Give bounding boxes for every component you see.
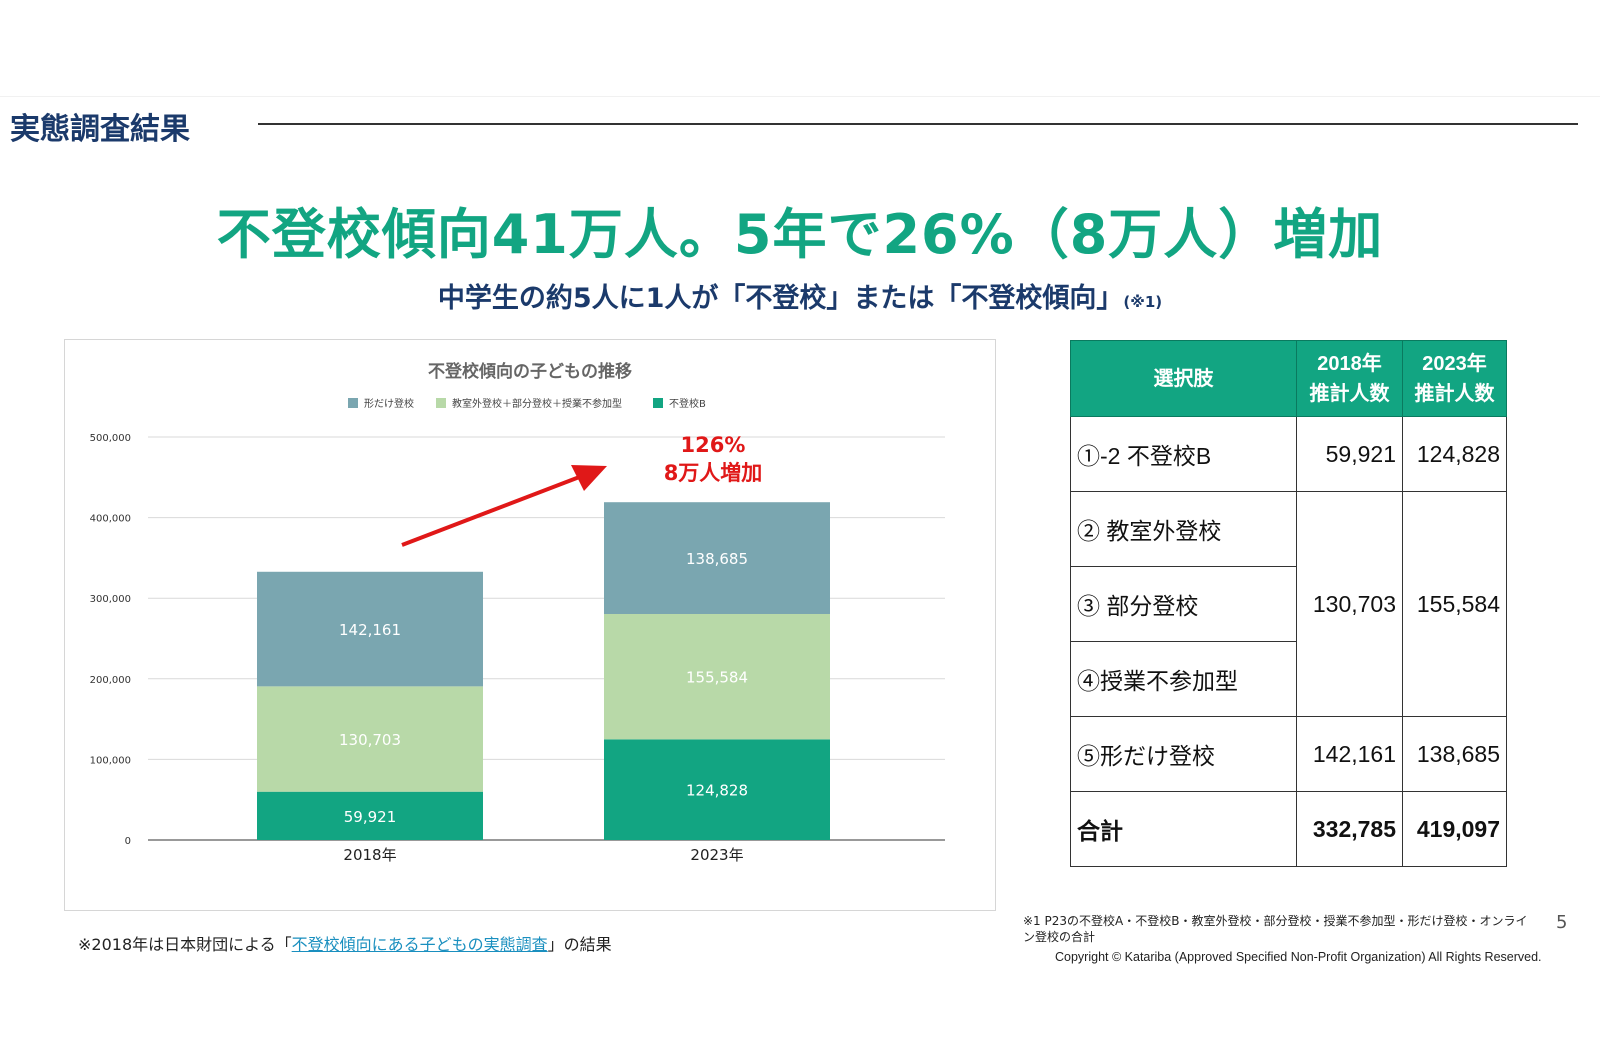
arrow-head xyxy=(571,465,607,491)
legend-label: 不登校B xyxy=(669,397,706,410)
copyright: Copyright © Katariba (Approved Specified… xyxy=(1055,950,1542,964)
page-number: 5 xyxy=(1556,912,1568,933)
x-tick-label: 2018年 xyxy=(343,846,396,864)
legend-swatch xyxy=(436,398,446,408)
row-label: ④授業不参加型 xyxy=(1070,641,1297,717)
y-tick-label: 100,000 xyxy=(90,755,131,766)
table-row-total: 合計 332,785 419,097 xyxy=(1070,791,1507,867)
cell-2018: 142,161 xyxy=(1296,716,1403,792)
top-band xyxy=(0,0,1600,97)
row-label: ② 教室外登校 xyxy=(1070,491,1297,567)
merged-cell-2018: 130,703 xyxy=(1296,491,1403,717)
y-tick-label: 300,000 xyxy=(90,594,131,605)
summary-table: 選択肢 2018年 推計人数 2023年 推計人数 ①-2 不登校B 59,92… xyxy=(1070,340,1507,867)
subheadline-text: 中学生の約5人に1人が「不登校」または「不登校傾向」 xyxy=(437,283,1124,314)
annotation-increase: 8万人増加 xyxy=(664,461,763,485)
legend-label: 形だけ登校 xyxy=(364,397,414,410)
header-2023-text: 2023年 推計人数 xyxy=(1414,352,1495,405)
subheadline-note: (※1) xyxy=(1123,293,1163,311)
bar-value-label: 138,685 xyxy=(686,550,748,568)
bar-value-label: 130,703 xyxy=(339,731,401,749)
header-2018: 2018年 推計人数 xyxy=(1296,340,1403,417)
y-tick-label: 400,000 xyxy=(90,514,131,525)
survey-link[interactable]: 不登校傾向にある子どもの実態調査 xyxy=(291,935,548,954)
table-row: ③ 部分登校 xyxy=(1070,566,1507,642)
footnote-scope: ※1 P23の不登校A・不登校B・教室外登校・部分登校・授業不参加型・形だけ登校… xyxy=(1023,914,1528,944)
bar-segment xyxy=(257,571,483,687)
cell-2018: 59,921 xyxy=(1296,416,1403,492)
section-title: 実態調査結果 xyxy=(10,112,190,147)
arrow-shaft xyxy=(401,474,583,547)
bar-value-label: 142,161 xyxy=(339,621,401,639)
headline: 不登校傾向41万人。5年で26%（8万人）増加 xyxy=(216,203,1384,266)
bar-segment xyxy=(604,502,830,614)
legend-swatch xyxy=(653,398,663,408)
y-tick-label: 0 xyxy=(125,836,131,847)
cell-total-2023: 419,097 xyxy=(1402,791,1507,867)
y-tick-label: 500,000 xyxy=(90,433,131,444)
row-label: ⑤形だけ登校 xyxy=(1070,716,1297,792)
stacked-bar-chart: 不登校傾向の子どもの推移形だけ登校 教室外登校＋部分登校＋授業不参加型 不登校B 0 1… xyxy=(64,339,996,911)
header-2023: 2023年 推計人数 xyxy=(1402,340,1507,417)
bar-value-label: 124,828 xyxy=(686,782,748,800)
table-row: ④授業不参加型 xyxy=(1070,641,1507,717)
bar-value-label: 59,921 xyxy=(344,808,397,826)
bar-segment xyxy=(257,686,483,792)
bar-value-label: 155,584 xyxy=(686,669,748,687)
table-row: ①-2 不登校B 59,921 124,828 xyxy=(1070,416,1507,492)
bar-segment xyxy=(604,739,830,840)
cell-2023: 138,685 xyxy=(1402,716,1507,792)
header-2018-text: 2018年 推計人数 xyxy=(1309,352,1390,405)
row-label: ③ 部分登校 xyxy=(1070,566,1297,642)
chart-title: 不登校傾向の子どもの推移 xyxy=(428,361,632,382)
summary-table-container: 選択肢 2018年 推計人数 2023年 推計人数 ①-2 不登校B 59,92… xyxy=(1070,340,1507,867)
legend-label: 教室外登校＋部分登校＋授業不参加型 xyxy=(452,397,622,410)
legend-swatch xyxy=(348,398,358,408)
bar-segment xyxy=(257,791,483,840)
footnote-source-prefix: ※2018年は日本財団による「 xyxy=(78,935,292,954)
annotation-percent: 126% xyxy=(681,433,746,457)
subheadline: 中学生の約5人に1人が「不登校」または「不登校傾向」(※1) xyxy=(0,276,1600,315)
row-label-total: 合計 xyxy=(1070,791,1297,867)
section-divider xyxy=(258,123,1578,125)
row-label: ①-2 不登校B xyxy=(1070,416,1297,492)
cell-total-2018: 332,785 xyxy=(1296,791,1403,867)
bar-segment xyxy=(604,613,830,740)
table-row: ② 教室外登校 130,703 155,584 xyxy=(1070,491,1507,717)
footnote-source: ※2018年は日本財団による「不登校傾向にある子どもの実態調査」の結果 xyxy=(78,931,612,955)
cell-2023: 124,828 xyxy=(1402,416,1507,492)
header-option: 選択肢 xyxy=(1070,340,1297,417)
x-tick-label: 2023年 xyxy=(690,846,743,864)
y-tick-label: 200,000 xyxy=(90,675,131,686)
merged-cell-2023: 155,584 xyxy=(1402,491,1507,717)
table-row: ⑤形だけ登校 142,161 138,685 xyxy=(1070,716,1507,792)
footnote-source-suffix: 」の結果 xyxy=(547,935,612,954)
